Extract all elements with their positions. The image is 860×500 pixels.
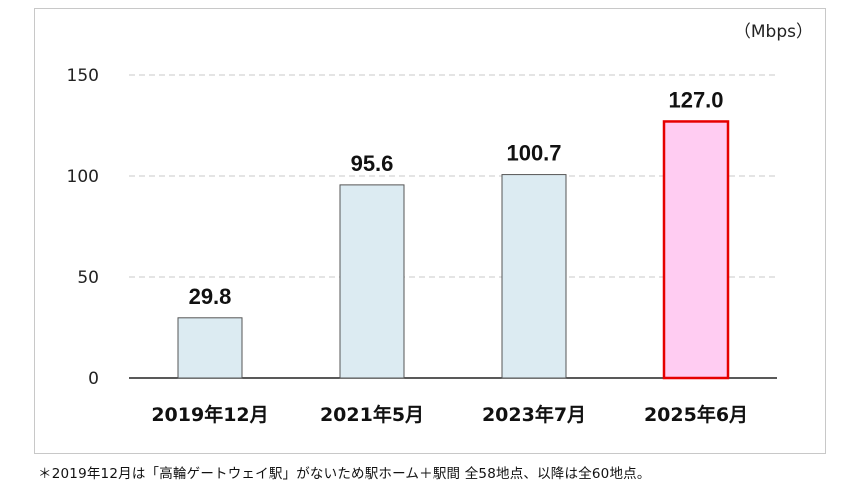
bar-chart: 0 50 100 150 29.8 2019年12月 95.6 2021年5月 100.7 202… [67,66,777,426]
y-tick-label: 100 [67,167,99,187]
y-tick-label: 0 [88,369,99,389]
data-label: 95.6 [351,151,394,176]
x-tick-label: 2025年6月 [644,403,748,426]
data-label: 29.8 [189,284,232,309]
bar-highlight [662,120,730,380]
x-tick-label: 2019年12月 [151,403,268,426]
unit-label: （Mbps） [733,22,813,42]
chart-frame: 0 50 100 150 29.8 2019年12月 95.6 2021年5月 100.7 202… [34,8,826,454]
x-tick-label: 2021年5月 [320,403,424,426]
data-label: 127.0 [668,87,723,112]
bar [177,317,243,379]
bar [339,184,405,379]
footnote: ＊2019年12月は「高輪ゲートウェイ駅」がないため駅ホーム＋駅間 全58地点、… [38,466,651,482]
bar [501,174,567,379]
data-label: 100.7 [506,141,561,166]
y-tick-label: 50 [77,268,99,288]
y-tick-label: 150 [67,66,99,86]
x-tick-label: 2023年7月 [482,403,586,426]
